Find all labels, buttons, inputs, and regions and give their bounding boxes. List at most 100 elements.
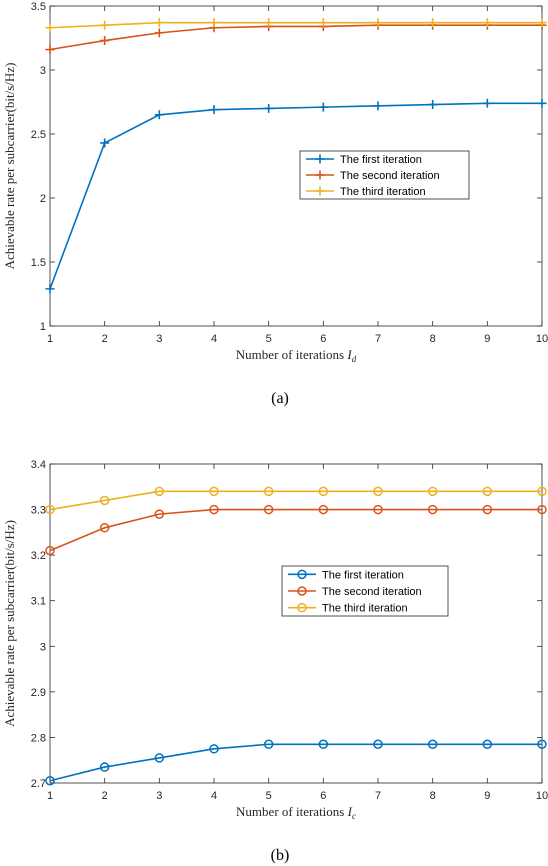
series-line-2 [49, 24, 542, 51]
legend-swatch-marker [297, 602, 307, 613]
x-tick-label: 2 [102, 333, 108, 345]
x-axis-label: Number of iterations Id [236, 347, 357, 364]
data-point [100, 138, 110, 148]
data-point [154, 18, 164, 28]
data-point [373, 504, 383, 515]
data-point [428, 18, 438, 28]
data-point [99, 495, 110, 506]
data-point [482, 504, 493, 515]
data-point [537, 486, 547, 497]
y-tick-label: 2.8 [31, 732, 46, 744]
data-point [209, 18, 219, 28]
x-tick-label: 1 [47, 790, 53, 802]
data-point [263, 486, 274, 497]
legend-entry-label: The first iteration [322, 569, 404, 581]
data-point [318, 504, 329, 515]
x-tick-label: 6 [320, 333, 326, 345]
data-point [537, 98, 547, 108]
x-tick-label: 10 [536, 790, 548, 802]
x-tick-label: 8 [430, 333, 436, 345]
data-point [209, 105, 219, 115]
series-line-3 [49, 21, 542, 29]
data-point [263, 504, 274, 515]
legend-entry-label: The first iteration [340, 154, 422, 166]
x-axis-label: Number of iterations Ic [236, 804, 356, 821]
x-tick-label: 5 [266, 790, 272, 802]
y-tick-label: 3.3 [31, 505, 46, 517]
data-point [45, 545, 55, 556]
y-tick-label: 3.5 [31, 1, 46, 13]
data-point [482, 18, 492, 28]
data-point [45, 284, 55, 294]
legend-swatch-marker [297, 586, 307, 596]
legend-swatch-marker [315, 154, 325, 164]
y-tick-label: 1.5 [31, 257, 46, 269]
y-tick-label: 2.5 [31, 129, 46, 141]
data-point [209, 504, 219, 515]
data-point [482, 486, 493, 497]
data-point [45, 775, 55, 786]
data-point [209, 744, 219, 754]
data-point [264, 18, 274, 28]
x-tick-label: 5 [266, 333, 272, 345]
data-point [264, 103, 274, 113]
x-tick-label: 6 [320, 790, 326, 802]
data-point [373, 486, 383, 497]
y-axis-label: Achievable rate per subcarrier(bit/s/Hz) [2, 63, 17, 270]
plot-frame [49, 463, 543, 784]
data-point [373, 101, 383, 111]
data-point [318, 486, 329, 497]
series-line-1 [49, 743, 542, 782]
x-tick-label: 4 [211, 333, 217, 345]
x-tick-label: 7 [375, 333, 381, 345]
data-point [318, 739, 329, 750]
x-tick-label: 10 [536, 333, 548, 345]
caption-a: (a) [271, 390, 289, 407]
series-line-2 [49, 508, 542, 552]
data-point [537, 504, 547, 515]
legend-swatch-marker [315, 186, 325, 196]
y-tick-label: 3 [40, 641, 46, 653]
x-tick-label: 1 [47, 333, 53, 345]
y-tick-label: 2.7 [31, 778, 46, 790]
y-tick-label: 3 [40, 65, 46, 77]
data-point [100, 20, 110, 30]
legend-entry-label: The second iteration [322, 586, 422, 598]
y-tick-label: 2.9 [31, 687, 46, 699]
legend-entry-label: The third iteration [322, 603, 408, 615]
data-point [154, 509, 165, 519]
data-point [154, 486, 165, 497]
data-point [100, 36, 110, 46]
x-tick-label: 4 [211, 790, 217, 802]
data-point [427, 739, 438, 750]
data-point [427, 504, 438, 515]
series-line-3 [49, 490, 542, 511]
y-tick-label: 3.2 [31, 550, 46, 562]
data-point [537, 739, 547, 750]
chart-b: (b) 1 2 3 4 5 6 7 8 9 10 2.7 2.8 2.9 3 3.1 3.2 3.3 3.4 Num… [2, 459, 548, 864]
legend-swatch-marker [315, 170, 325, 180]
data-point [209, 486, 219, 497]
data-point [154, 110, 164, 120]
data-point [45, 23, 55, 33]
data-point [427, 486, 438, 497]
data-point [537, 18, 547, 28]
y-tick-label: 3.1 [31, 596, 46, 608]
series-line-1 [49, 102, 542, 290]
data-point [99, 523, 110, 533]
x-tick-label: 8 [430, 790, 436, 802]
x-tick-label: 9 [484, 333, 490, 345]
x-tick-label: 9 [484, 790, 490, 802]
data-point [482, 98, 492, 108]
y-tick-label: 3.4 [31, 459, 46, 471]
data-point [318, 102, 328, 112]
y-tick-label: 1 [40, 321, 46, 333]
data-point [263, 739, 274, 750]
data-point [154, 753, 165, 763]
data-point [154, 28, 164, 38]
chart-a: (a) 1 2 3 4 5 6 7 8 9 10 1 1.5 2 2.5 3 3.5 Number of ite… [2, 1, 548, 407]
data-point [99, 762, 110, 772]
y-axis-label: Achievable rate per subcarrier(bit/s/Hz) [2, 520, 17, 727]
data-point [45, 504, 55, 515]
